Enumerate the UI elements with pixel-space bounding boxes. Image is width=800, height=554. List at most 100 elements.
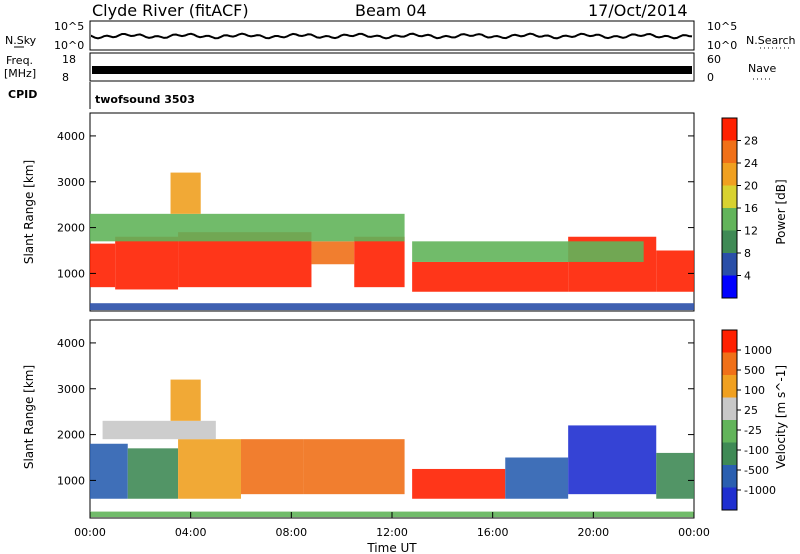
colorbar-cell	[722, 375, 737, 398]
velocity-y-label: Slant Range [km]	[22, 365, 36, 469]
velocity-panel: 1000 2000 3000 4000 00:00 04:00 08:00 12:00 16:…	[22, 319, 710, 554]
power-data	[90, 172, 694, 311]
power-colorbar-cells	[722, 118, 737, 298]
date-title: 17/Oct/2014	[588, 1, 688, 20]
colorbar-tick-label: 12	[744, 225, 758, 238]
colorbar-cell	[722, 420, 737, 443]
power-band-11	[170, 172, 201, 214]
power-band-8	[656, 250, 694, 292]
colorbar-cell	[722, 253, 737, 276]
power-y-ticks: 1000 2000 3000 4000	[57, 130, 694, 280]
velocity-band-0	[90, 443, 128, 499]
time-x-tick-label: 00:00	[678, 526, 710, 539]
velocity-band-3	[241, 439, 304, 495]
power-band-0	[90, 243, 116, 288]
freq-label: Freq.	[6, 54, 33, 67]
time-x-label: Time UT	[366, 541, 417, 554]
velocity-band-1	[127, 448, 179, 499]
colorbar-tick-label: -100	[744, 444, 769, 457]
freq-panel-frame	[89, 52, 695, 82]
velocity-band-9	[102, 420, 216, 440]
noise-panel-frame	[89, 20, 695, 51]
power-band-12	[90, 303, 694, 311]
power-band-10	[412, 241, 644, 262]
velocity-band-4	[303, 439, 405, 495]
power-band-2	[178, 232, 241, 288]
nsky-tick-bottom: 10^0	[54, 39, 84, 52]
noise-trace	[91, 32, 693, 40]
velocity-band-6	[505, 457, 569, 499]
velocity-y-ticks: 1000 2000 3000 4000	[57, 337, 694, 487]
velocity-colorbar-frame	[721, 329, 738, 511]
power-colorbar-label: Power [dB]	[774, 179, 788, 244]
power-colorbar: 28 24 20 16 12 8 4 Power [dB]	[721, 117, 788, 299]
colorbar-tick-label: 25	[744, 404, 758, 417]
velocity-y-tick-label: 3000	[57, 383, 85, 396]
time-x-tick-label: 00:00	[74, 526, 106, 539]
velocity-band-7	[568, 425, 657, 495]
colorbar-tick-label: 16	[744, 202, 758, 215]
cpid-label: CPID	[8, 88, 37, 101]
power-band-4	[311, 241, 355, 265]
colorbar-tick-label: 500	[744, 364, 765, 377]
velocity-band-2	[178, 439, 241, 499]
freq-tick-bottom: 8	[62, 71, 69, 84]
colorbar-tick-label: -1000	[744, 484, 776, 497]
nave-label: Nave	[748, 62, 776, 75]
power-band-6	[412, 261, 569, 292]
colorbar-cell	[722, 275, 737, 298]
velocity-y-tick-label: 2000	[57, 429, 85, 442]
velocity-y-tick-label: 4000	[57, 337, 85, 350]
colorbar-tick-label: -500	[744, 464, 769, 477]
power-y-label: Slant Range [km]	[22, 160, 36, 264]
nsearch-tick-bottom: 10^0	[707, 39, 737, 52]
time-x-tick-label: 08:00	[275, 526, 307, 539]
velocity-band-5	[412, 468, 506, 499]
velocity-colorbar-label: Velocity [m s^-1]	[774, 365, 788, 469]
power-y-tick-label: 4000	[57, 130, 85, 143]
nsearch-tick-top: 10^5	[707, 20, 737, 33]
colorbar-tick-label: 28	[744, 135, 758, 148]
time-x-tick-label: 20:00	[577, 526, 609, 539]
power-y-tick-label: 3000	[57, 176, 85, 189]
colorbar-tick-label: 24	[744, 157, 758, 170]
power-band-5	[354, 236, 405, 288]
velocity-band-8	[656, 452, 694, 499]
beam-title: Beam 04	[355, 1, 427, 20]
colorbar-tick-label: 8	[744, 247, 751, 260]
colorbar-cell	[722, 352, 737, 375]
cpid-value: twofsound 3503	[95, 93, 195, 106]
power-y-tick-label: 2000	[57, 222, 85, 235]
velocity-colorbar-ticks: 1000 500 100 25 -25 -100 -500 -1000	[737, 344, 776, 497]
colorbar-cell	[722, 465, 737, 488]
colorbar-tick-label: 1000	[744, 344, 772, 357]
colorbar-cell	[722, 230, 737, 253]
power-panel: 1000 2000 3000 4000 Slant Range [km]	[22, 112, 695, 312]
power-y-tick-label: 1000	[57, 267, 85, 280]
time-x-tick-label: 04:00	[175, 526, 207, 539]
nsky-label: N.Sky	[5, 34, 37, 47]
freq-tick-top: 18	[62, 53, 76, 66]
colorbar-cell	[722, 208, 737, 231]
colorbar-cell	[722, 330, 737, 353]
time-x-tick-label: 12:00	[376, 526, 408, 539]
colorbar-tick-label: -25	[744, 424, 762, 437]
nave-tick-top: 60	[707, 53, 721, 66]
colorbar-cell	[722, 397, 737, 420]
colorbar-cell	[722, 185, 737, 208]
power-band-1	[115, 236, 179, 290]
station-title: Clyde River (fitACF)	[92, 1, 249, 20]
time-x-tick-label: 16:00	[477, 526, 509, 539]
colorbar-cell	[722, 487, 737, 510]
time-x-ticks: 00:00 04:00 08:00 12:00 16:00 20:00 00:00	[74, 512, 710, 539]
colorbar-tick-label: 4	[744, 270, 751, 283]
freq-unit: [MHz]	[4, 67, 36, 80]
power-colorbar-ticks: 28 24 20 16 12 8 4	[737, 135, 758, 283]
velocity-band-10	[170, 379, 201, 421]
power-band-9	[90, 213, 405, 242]
nsearch-label: N.Search	[746, 34, 796, 47]
velocity-colorbar-cells	[722, 330, 737, 510]
colorbar-cell	[722, 118, 737, 141]
colorbar-cell	[722, 442, 737, 465]
